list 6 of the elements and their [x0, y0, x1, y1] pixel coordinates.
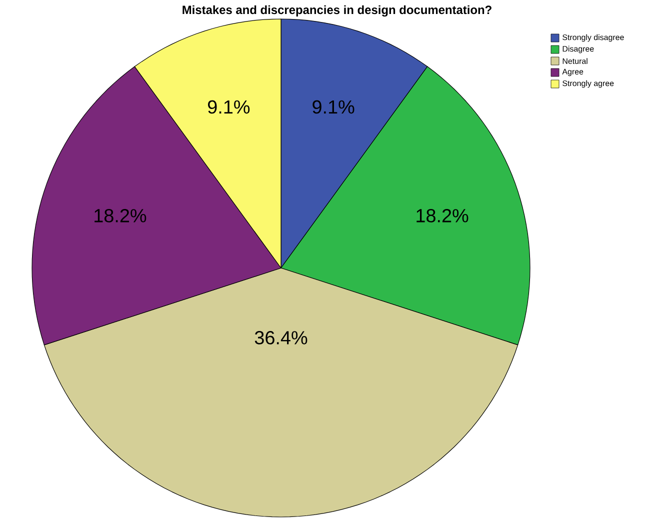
data-label: 36.4%	[254, 331, 308, 344]
data-label: 18.2%	[94, 208, 146, 222]
data-label: 9.1%	[208, 100, 250, 114]
data-label: 18.2%	[416, 208, 468, 222]
chart-title: Mistakes and discrepancies in design documentation?	[182, 5, 492, 17]
data-label: 9.1%	[312, 100, 354, 114]
